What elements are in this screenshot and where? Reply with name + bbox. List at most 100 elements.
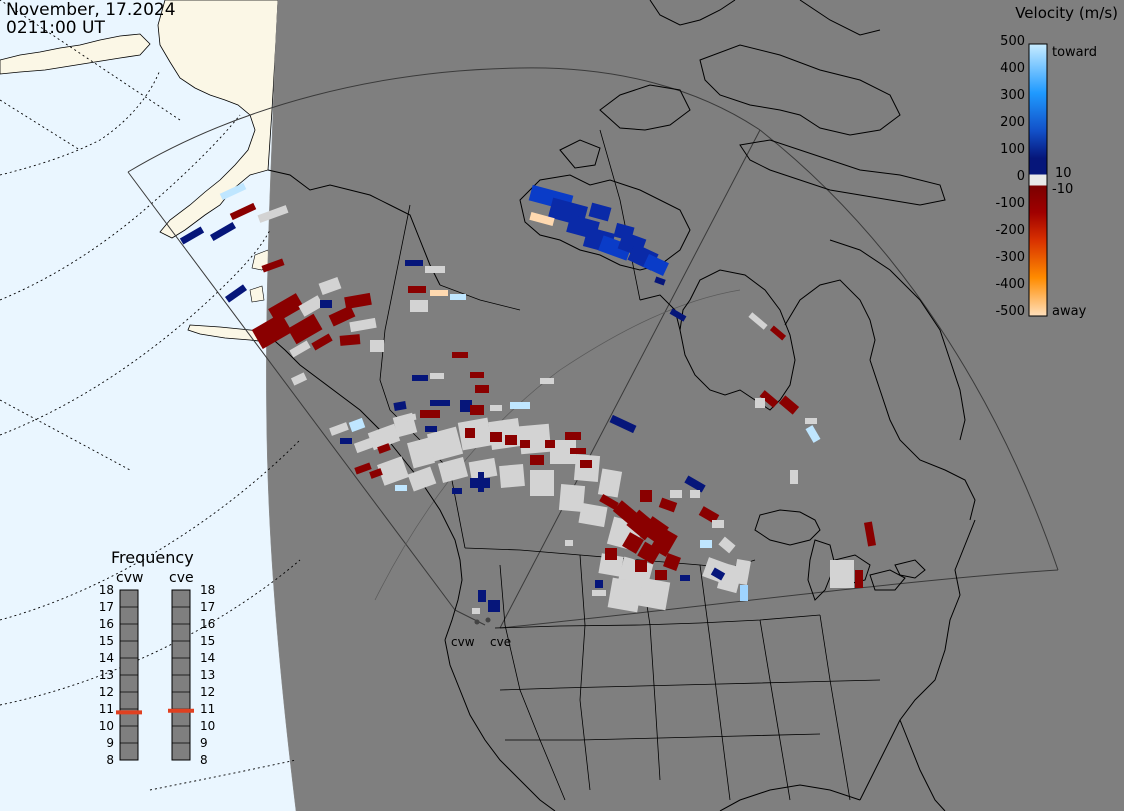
scatter-cell	[298, 295, 324, 317]
scatter-cell	[805, 425, 821, 443]
scatter-cell	[407, 437, 435, 469]
scatter-cell	[377, 443, 391, 454]
cve-scale-label: 17	[200, 600, 216, 614]
scatter-cell	[488, 600, 500, 612]
cve-label: cve	[169, 570, 194, 586]
cvw-scale-label: 9	[106, 736, 114, 750]
scatter-cell	[790, 470, 798, 484]
cvw-scale-label: 12	[98, 685, 114, 699]
cvw-scale-label: 14	[98, 651, 114, 665]
scatter-cell	[179, 226, 205, 245]
velocity-tick-label: 500	[1000, 34, 1025, 49]
scatter-cell	[490, 405, 502, 411]
cvw-scale-label: 17	[98, 600, 114, 614]
scatter-cell	[520, 440, 530, 448]
cvw-scale-label: 11	[98, 702, 114, 716]
radar-site-cvw	[474, 619, 480, 625]
scatter-cell	[320, 300, 332, 308]
scatter-cell	[595, 580, 603, 588]
scatter-cell	[287, 313, 323, 345]
scatter-cell	[311, 333, 333, 351]
scatter-cell	[558, 484, 586, 512]
scatter-cell	[452, 352, 468, 358]
scatter-cell	[328, 305, 356, 327]
scatter-cell	[420, 410, 440, 418]
scatter-cell	[588, 202, 612, 222]
scatter-cell	[339, 334, 361, 346]
scatter-cell	[251, 312, 293, 350]
cve-scale-label: 18	[200, 583, 216, 597]
cve-scale-label: 9	[200, 736, 208, 750]
frequency-gauges	[116, 589, 194, 761]
scatter-cell	[268, 293, 304, 323]
scatter-cell	[863, 521, 877, 547]
scatter-cell	[700, 540, 712, 548]
cvw-scale-label: 8	[106, 753, 114, 767]
daylight-coast-west	[0, 33, 151, 75]
scatter-cell	[393, 401, 407, 411]
velocity-tick-label: 300	[1000, 88, 1025, 103]
scatter-cell	[613, 222, 635, 242]
scatter-cell	[407, 466, 437, 492]
scatter-cell	[755, 398, 765, 408]
cve-scale-label: 14	[200, 651, 216, 665]
scatter-cell	[490, 432, 502, 442]
scatter-cell	[690, 490, 700, 498]
scatter-cell	[377, 456, 409, 486]
scatter-cell	[599, 494, 619, 510]
scatter-cell	[354, 462, 372, 475]
scatter-cells	[179, 182, 877, 614]
velocity-tick-label: 0	[1016, 169, 1025, 184]
cvw-scale-label: 15	[98, 634, 114, 648]
legend-toward-label: toward	[1052, 45, 1098, 60]
scatter-cell	[530, 455, 544, 465]
time-label: 0211:00 UT	[6, 18, 105, 38]
scatter-cell	[565, 432, 581, 440]
scatter-cell	[578, 502, 608, 528]
scatter-cell	[209, 221, 237, 242]
scatter-cell	[395, 485, 407, 491]
scatter-cell	[718, 536, 736, 554]
scatter-cell	[529, 212, 555, 226]
scatter-cell	[592, 590, 606, 596]
scatter-cell	[261, 258, 285, 273]
legend-away-label: away	[1052, 304, 1087, 319]
scatter-cell	[410, 300, 428, 312]
scatter-cell	[710, 567, 726, 581]
scatter-cell	[654, 276, 666, 286]
scatter-cell	[637, 541, 661, 565]
cve-scale-label: 11	[200, 702, 216, 716]
scatter-cell	[430, 400, 450, 406]
velocity-tick-label: -300	[995, 250, 1025, 265]
radar-site-cve	[485, 617, 491, 623]
scatter-cell	[369, 468, 383, 479]
cvw-scale-label: 18	[98, 583, 114, 597]
velocity-tick-label: -500	[995, 304, 1025, 319]
scatter-cell	[805, 418, 817, 424]
scatter-cell	[348, 417, 366, 433]
cve-scale-label: 12	[200, 685, 216, 699]
scatter-cell	[289, 340, 311, 358]
cvw-scale-label: 10	[98, 719, 114, 733]
scatter-cell	[367, 423, 401, 451]
velocity-tick-label: -400	[995, 277, 1025, 292]
cve-scale-label: 10	[200, 719, 216, 733]
cvw-label: cvw	[116, 570, 144, 586]
velocity-tick-label: 400	[1000, 61, 1025, 76]
scatter-cell	[669, 308, 687, 322]
scatter-cell	[478, 472, 484, 492]
scatter-cell	[460, 400, 472, 412]
scatter-cell	[540, 378, 554, 384]
cve-scale-label: 13	[200, 668, 216, 682]
scatter-cell	[830, 560, 854, 588]
scatter-cell	[607, 577, 643, 613]
legend-title: Velocity (m/s)	[1015, 4, 1118, 22]
scatter-cell	[499, 463, 525, 489]
scatter-cell	[318, 276, 342, 296]
scatter-cell	[597, 468, 623, 498]
scatter-cell	[340, 438, 352, 444]
scatter-cell	[598, 553, 624, 577]
scatter-cell	[609, 414, 637, 434]
